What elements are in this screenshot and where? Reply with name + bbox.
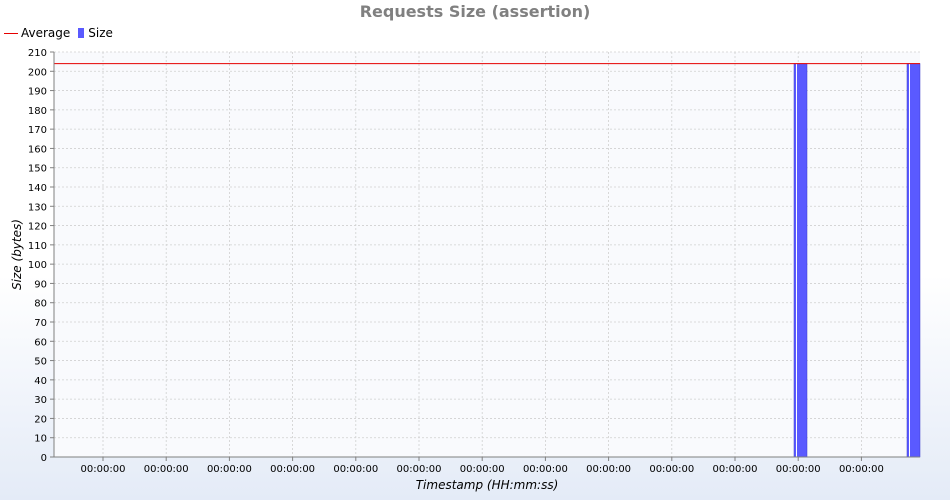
y-tick-label: 160: [28, 144, 47, 155]
y-tick-label: 120: [28, 222, 47, 233]
y-tick-label: 180: [28, 106, 47, 117]
y-tick-label: 20: [34, 414, 47, 425]
legend-item-size: Size: [78, 26, 113, 40]
legend-label-average: Average: [21, 26, 71, 40]
y-tick-label: 50: [34, 357, 47, 368]
plot-background: [54, 52, 920, 457]
x-tick-label: 00:00:00: [270, 464, 315, 475]
bar-size: [793, 63, 808, 458]
x-tick-label: 00:00:00: [81, 464, 126, 475]
x-tick-label: 00:00:00: [523, 464, 568, 475]
y-tick-label: 150: [28, 164, 47, 175]
legend-swatch-average: [4, 32, 18, 34]
y-tick-label: 200: [28, 67, 47, 78]
y-tick-label: 40: [34, 376, 47, 387]
y-tick-label: 80: [34, 299, 47, 310]
y-tick-label: 210: [28, 48, 47, 59]
y-tick-label: 130: [28, 202, 47, 213]
x-tick-label: 00:00:00: [649, 464, 694, 475]
x-axis-label: Timestamp (HH:mm:ss): [416, 478, 559, 492]
x-tick-label: 00:00:00: [586, 464, 631, 475]
x-tick-label: 00:00:00: [460, 464, 505, 475]
y-tick-label: 0: [41, 453, 47, 464]
legend-label-size: Size: [88, 26, 113, 40]
legend-item-average: Average: [4, 26, 70, 40]
chart-title: Requests Size (assertion): [359, 2, 591, 21]
x-tick-label: 00:00:00: [397, 464, 442, 475]
y-tick-label: 170: [28, 125, 47, 136]
y-tick-label: 90: [34, 279, 47, 290]
legend-swatch-size: [78, 28, 85, 38]
y-tick-label: 110: [28, 241, 47, 252]
x-tick-label: 00:00:00: [333, 464, 378, 475]
legend: Average Size: [4, 26, 121, 40]
y-tick-label: 100: [28, 260, 47, 271]
x-tick-label: 00:00:00: [713, 464, 758, 475]
x-tick-label: 00:00:00: [207, 464, 252, 475]
x-tick-label: 00:00:00: [839, 464, 884, 475]
bar-size: [906, 63, 921, 458]
y-axis-label: Size (bytes): [10, 219, 24, 290]
y-tick-label: 140: [28, 183, 47, 194]
x-tick-label: 00:00:00: [144, 464, 189, 475]
y-tick-label: 60: [34, 337, 47, 348]
y-tick-label: 190: [28, 87, 47, 98]
y-tick-label: 70: [34, 318, 47, 329]
x-tick-label: 00:00:00: [776, 464, 821, 475]
y-tick-label: 10: [34, 434, 47, 445]
y-tick-label: 30: [34, 395, 47, 406]
